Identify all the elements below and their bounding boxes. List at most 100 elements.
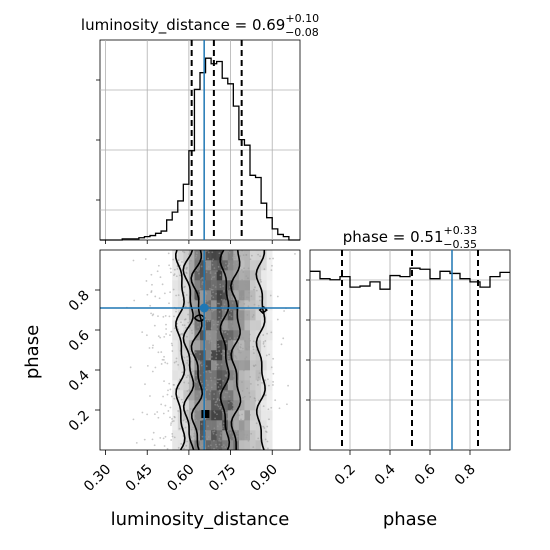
- scatter-point: [196, 270, 199, 272]
- scatter-point: [175, 360, 178, 363]
- density-cell: [222, 330, 229, 341]
- scatter-point: [199, 287, 202, 290]
- scatter-point: [226, 411, 229, 414]
- scatter-point: [233, 337, 236, 340]
- density-cell: [261, 360, 267, 371]
- scatter-point: [214, 403, 217, 406]
- scatter-point: [215, 357, 217, 359]
- scatter-point: [219, 407, 221, 410]
- scatter-point: [233, 382, 236, 385]
- density-cell: [233, 260, 240, 271]
- scatter-point: [236, 414, 239, 417]
- scatter-point: [213, 410, 216, 413]
- scatter-point: [214, 286, 217, 288]
- density-cell: [255, 420, 262, 431]
- scatter-point: [150, 312, 152, 315]
- density-cell: [177, 420, 184, 431]
- density-cell: [216, 420, 223, 431]
- scatter-point: [170, 330, 173, 333]
- scatter-point: [233, 253, 236, 256]
- scatter-point: [163, 380, 165, 382]
- scatter-point: [198, 439, 201, 442]
- scatter-point: [212, 430, 214, 433]
- scatter-point: [240, 269, 243, 271]
- scatter-point: [264, 438, 267, 441]
- scatter-point: [251, 315, 254, 318]
- scatter-point: [232, 263, 235, 266]
- density-cell: [233, 360, 240, 371]
- density-cell: [183, 250, 190, 261]
- scatter-point: [221, 427, 224, 430]
- scatter-point: [225, 327, 228, 330]
- scatter-point: [204, 260, 207, 263]
- scatter-point: [188, 262, 191, 265]
- scatter-point: [166, 393, 169, 396]
- scatter-point: [189, 408, 192, 410]
- density-cell: [233, 340, 240, 351]
- scatter-point: [197, 321, 199, 324]
- density-cell: [200, 250, 206, 261]
- scatter-point: [219, 274, 222, 277]
- scatter-point: [244, 340, 246, 343]
- scatter-point: [209, 371, 211, 374]
- density-cell: [194, 380, 201, 391]
- density-cell: [188, 380, 195, 391]
- density-cell: [233, 280, 240, 291]
- density-cell: [266, 420, 273, 431]
- scatter-point: [181, 261, 183, 263]
- density-cell: [255, 370, 262, 381]
- scatter-point: [199, 418, 202, 421]
- density-cell: [266, 250, 273, 261]
- scatter-point: [249, 414, 251, 416]
- scatter-point: [228, 262, 231, 265]
- scatter-point: [231, 302, 234, 304]
- density-cell: [238, 310, 245, 321]
- scatter-point: [201, 439, 204, 442]
- scatter-point: [229, 275, 232, 278]
- scatter-point: [224, 391, 227, 394]
- scatter-point: [206, 388, 208, 391]
- density-cell: [227, 270, 234, 281]
- scatter-point: [173, 397, 176, 400]
- scatter-point: [218, 378, 220, 381]
- density-cell: [188, 250, 195, 261]
- density-cell: [261, 290, 267, 301]
- scatter-point: [157, 335, 160, 338]
- density-cell: [200, 330, 206, 341]
- density-cell: [205, 280, 212, 291]
- scatter-point: [205, 250, 208, 252]
- scatter-point: [215, 433, 218, 436]
- density-cell: [177, 280, 184, 291]
- scatter-point: [132, 418, 135, 421]
- scatter-point: [144, 258, 147, 260]
- scatter-point: [210, 294, 213, 297]
- density-cell: [172, 350, 179, 361]
- scatter-point: [252, 340, 255, 343]
- scatter-point: [207, 435, 210, 438]
- dist-title: luminosity_distance = 0.69+0.10 −0.08: [81, 12, 319, 39]
- scatter-point: [216, 302, 219, 305]
- scatter-point: [211, 359, 214, 362]
- scatter-point: [238, 351, 240, 354]
- scatter-point: [153, 413, 156, 416]
- scatter-point: [217, 323, 219, 326]
- scatter-point: [151, 314, 154, 317]
- scatter-point: [207, 265, 210, 268]
- scatter-point: [218, 350, 221, 352]
- density-cell: [200, 340, 206, 351]
- density-cell: [172, 400, 179, 411]
- scatter-point: [220, 363, 223, 366]
- density-cell: [183, 400, 190, 411]
- scatter-point: [168, 382, 171, 385]
- density-cell: [238, 260, 245, 271]
- scatter-point: [262, 425, 265, 428]
- joint-xtick-label: 0.45: [123, 462, 156, 495]
- scatter-point: [193, 439, 196, 441]
- scatter-point: [241, 413, 243, 416]
- scatter-point: [214, 368, 217, 371]
- density-cell: [250, 410, 256, 421]
- scatter-point: [241, 297, 244, 299]
- density-cell: [177, 270, 184, 281]
- scatter-point: [287, 384, 289, 387]
- density-cell: [211, 440, 217, 450]
